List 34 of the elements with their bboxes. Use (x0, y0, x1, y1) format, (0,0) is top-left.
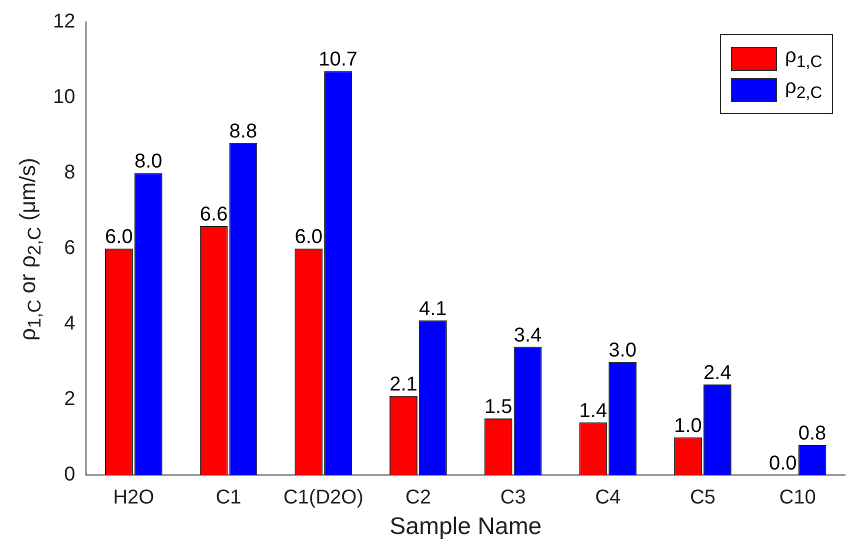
x-tick-label: H2O (113, 486, 154, 509)
x-tick-label: C1 (216, 486, 242, 509)
data-label: 2.1 (390, 373, 418, 396)
data-label: 0.0 (768, 452, 797, 475)
data-label: 10.7 (318, 48, 358, 71)
data-label: 8.0 (134, 150, 162, 173)
x-tick-label: C5 (690, 486, 716, 509)
y-tick-label: 6 (64, 237, 76, 260)
data-label: 6.6 (200, 203, 228, 226)
y-tick-label: 10 (52, 86, 76, 108)
data-label: 1.5 (484, 396, 512, 418)
data-label: 1.0 (674, 414, 702, 437)
y-tick-label: 2 (64, 388, 76, 410)
x-tick-label: C4 (595, 486, 621, 509)
legend-label: ρ$_{2,C}$ (785, 76, 822, 103)
x-tick-label: C2 (405, 486, 431, 509)
data-label: 1.4 (579, 400, 608, 422)
x-axis-title: Sample Name (390, 513, 542, 540)
data-label: 0.8 (798, 422, 826, 444)
data-label: 6.0 (105, 226, 133, 248)
legend-label: ρ$_{1,C}$ (785, 45, 822, 72)
data-label: 3.4 (514, 324, 542, 346)
x-tick-label: C10 (779, 486, 816, 509)
y-tick-label: 0 (64, 464, 76, 486)
data-label: 4.1 (418, 298, 447, 320)
data-label: 2.4 (704, 362, 732, 384)
x-tick-label: C1(D2O) (283, 486, 364, 509)
data-label: 8.8 (229, 120, 258, 142)
y-tick-label: 12 (52, 10, 76, 33)
y-tick-label: 4 (64, 312, 76, 335)
x-tick-label: C3 (500, 486, 526, 509)
y-tick-label: 8 (64, 162, 76, 184)
data-label: 6.0 (294, 226, 323, 248)
data-label: 3.0 (608, 339, 636, 362)
